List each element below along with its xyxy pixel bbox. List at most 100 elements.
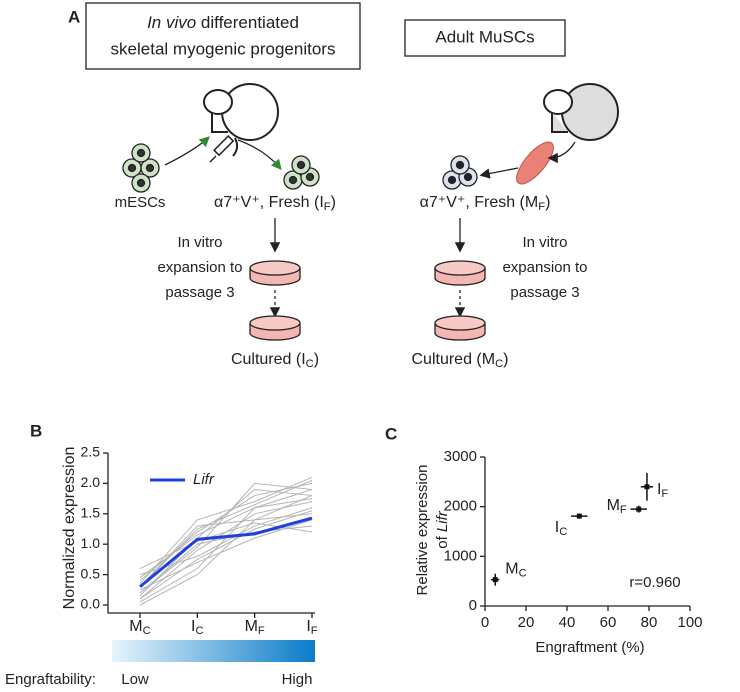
x-tick-label: 20: [518, 614, 535, 631]
gene-line: [139, 479, 313, 588]
panel-letter: A: [68, 7, 80, 26]
y-axis-label: Normalized expression: [61, 447, 78, 610]
axis: [107, 453, 315, 614]
panel-letter: B: [30, 421, 42, 440]
label: In vitro: [177, 234, 222, 251]
x-tick-label: IC: [191, 618, 204, 637]
gene-line: [139, 488, 313, 597]
y-axis-label: Relative expression: [414, 465, 431, 596]
cell-cluster: [122, 143, 160, 193]
label: IC: [555, 519, 568, 538]
label: MF: [607, 497, 627, 516]
y-tick-label: 3000: [444, 448, 477, 465]
y-tick-label: 1.5: [81, 505, 101, 521]
text: M: [505, 561, 518, 578]
arrow: [547, 141, 576, 164]
point: [636, 506, 642, 512]
text: ): [314, 351, 319, 368]
panel-letter: C: [385, 424, 397, 443]
italic-text: Lifr: [434, 510, 451, 532]
text: Cultured (M: [412, 351, 496, 368]
point: [576, 513, 582, 519]
gene-line: [139, 522, 313, 569]
text: I: [191, 618, 195, 635]
text: α7⁺V⁺, Fresh (M: [420, 194, 539, 211]
text: I: [657, 481, 661, 498]
subscript: F: [311, 625, 318, 637]
label: High: [282, 671, 313, 688]
text: differentiated: [196, 13, 299, 32]
label: α7⁺V⁺, Fresh (IF): [214, 194, 336, 213]
y-tick-label: 0.0: [81, 596, 101, 612]
dish-icon: [249, 260, 486, 341]
text: I: [306, 618, 310, 635]
cell-cluster: [283, 155, 320, 190]
subscript: F: [661, 488, 668, 500]
gene-line: [139, 482, 313, 594]
y-axis-label: of Lifr: [434, 510, 451, 549]
gene-line: [139, 495, 313, 606]
arrow: [479, 167, 519, 179]
x-tick-label: IF: [306, 618, 317, 637]
arrow: [164, 136, 210, 166]
mouse-icon: [203, 83, 279, 157]
x-tick-label: 40: [559, 614, 576, 631]
y-tick-label: 2000: [444, 498, 477, 515]
gene-line: [139, 519, 313, 591]
box-title: In vivo differentiated: [147, 13, 299, 32]
subscript: C: [495, 358, 503, 370]
box-title: Adult MuSCs: [435, 27, 534, 46]
label: Cultured (MC): [412, 351, 509, 370]
point: [644, 484, 650, 490]
label: In vitro: [522, 234, 567, 251]
subscript: F: [258, 625, 265, 637]
text: ): [503, 351, 508, 368]
y-tick-label: 1.0: [81, 535, 101, 551]
arrow: [237, 139, 282, 170]
gene-line: [139, 476, 313, 585]
label: passage 3: [510, 284, 579, 301]
box: [404, 19, 566, 57]
box: [85, 2, 361, 70]
label: IF: [657, 481, 668, 500]
y-tick-label: 1000: [444, 547, 477, 564]
series-line: [139, 516, 313, 588]
x-tick-label: 100: [677, 614, 702, 631]
subscript: C: [196, 625, 204, 637]
italic-text: In vivo: [147, 13, 196, 32]
x-tick-label: MF: [245, 618, 265, 637]
y-tick-label: 2.5: [81, 444, 101, 460]
label: expansion to: [502, 259, 587, 276]
x-axis-label: Engraftment (%): [535, 639, 644, 656]
label: α7⁺V⁺, Fresh (MF): [420, 194, 551, 213]
text: M: [245, 618, 258, 635]
x-tick-label: MC: [129, 618, 150, 637]
subscript: C: [306, 358, 314, 370]
x-tick-label: 60: [600, 614, 617, 631]
x-tick-label: 0: [481, 614, 489, 631]
annotation: r=0.960: [629, 574, 680, 591]
label: Engraftability:: [5, 671, 96, 688]
text: M: [129, 618, 142, 635]
box-title: skeletal myogenic progenitors: [111, 39, 336, 58]
label: mESCs: [115, 194, 166, 211]
syringe-icon: [209, 135, 235, 163]
subscript: C: [143, 625, 151, 637]
subscript: F: [620, 504, 627, 516]
text: ): [331, 194, 336, 211]
label: Low: [121, 671, 149, 688]
y-tick-label: 0: [469, 597, 477, 614]
engraftability-gradient: [112, 640, 315, 662]
text: α7⁺V⁺, Fresh (I: [214, 194, 324, 211]
gene-line: [139, 510, 313, 600]
gene-line: [139, 498, 313, 579]
muscle-icon: [516, 141, 554, 185]
mouse-icon: [543, 83, 619, 141]
label: passage 3: [165, 284, 234, 301]
label: MC: [505, 561, 526, 580]
gene-line: [139, 507, 313, 576]
label: Cultured (IC): [231, 351, 319, 370]
y-tick-label: 0.5: [81, 565, 101, 581]
text: I: [555, 519, 559, 536]
